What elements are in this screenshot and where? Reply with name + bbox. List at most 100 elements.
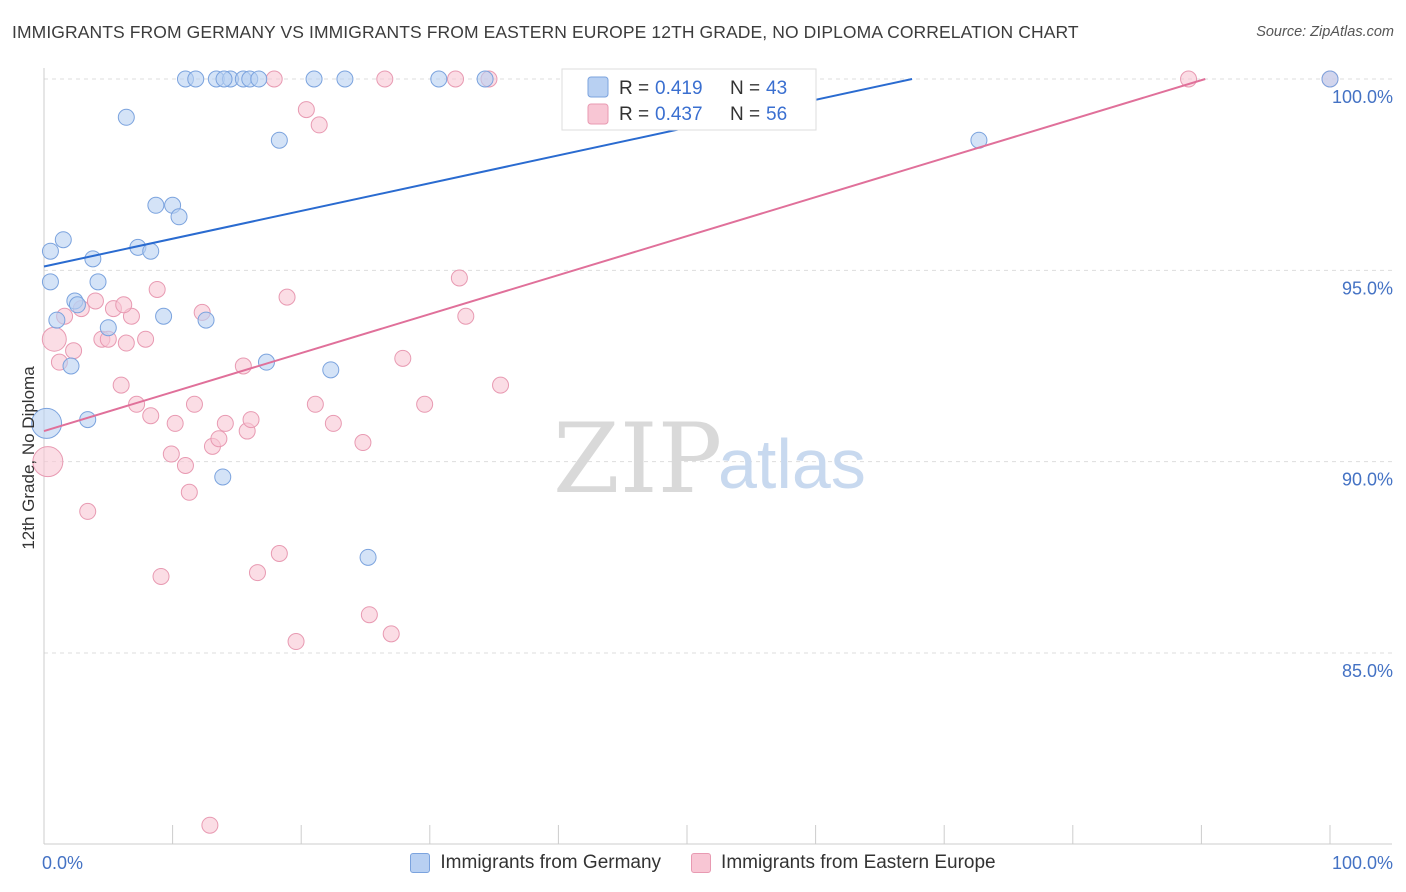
- watermark-zip: ZIP: [553, 403, 722, 515]
- eastern-europe-point-27: [216, 414, 234, 432]
- chart-title: IMMIGRANTS FROM GERMANY VS IMMIGRANTS FR…: [12, 22, 1079, 42]
- germany-point-40: [1321, 70, 1339, 88]
- germany-point-33: [430, 70, 448, 88]
- eastern-europe-point-46: [447, 70, 465, 88]
- germany-point-9: [89, 273, 107, 291]
- eastern-europe-point-30: [242, 411, 260, 429]
- y-tick-label-1: 95.0%: [1342, 278, 1393, 298]
- eastern-europe-point-45: [416, 395, 434, 413]
- germany-point-32: [359, 548, 377, 566]
- legend-swatch-eastern-europe-bottom: [691, 853, 712, 873]
- watermark-atlas: atlas: [718, 425, 866, 503]
- trend-lines: [43, 78, 1206, 433]
- eastern-europe-point-20: [166, 414, 184, 432]
- germany-point-15: [155, 307, 173, 325]
- eastern-europe-point-48: [457, 307, 475, 325]
- y-tick-label-0: 100.0%: [1332, 87, 1393, 107]
- germany-point-11: [117, 108, 135, 126]
- germany-point-17: [170, 208, 188, 226]
- germany-point-10: [99, 319, 117, 337]
- y-axis-label: 12th Grade, No Diploma: [19, 366, 38, 550]
- eastern-europe-point-33: [270, 545, 288, 563]
- source-label: Source: ZipAtlas.com: [1256, 24, 1394, 40]
- eastern-europe-point-22: [180, 483, 198, 501]
- eastern-europe-point-6: [79, 502, 97, 520]
- germany-point-28: [270, 131, 288, 149]
- legend-n-value-germany: 43: [766, 78, 787, 99]
- eastern-europe-point-12: [117, 334, 135, 352]
- x-tick-label-1: 100.0%: [1332, 853, 1393, 873]
- eastern-europe-point-39: [324, 414, 342, 432]
- eastern-europe-point-54: [201, 816, 219, 834]
- germany-point-20: [197, 311, 215, 329]
- eastern-europe-point-50: [492, 376, 510, 394]
- legend-label-germany: Immigrants from Germany: [440, 852, 662, 873]
- germany-point-31: [336, 70, 354, 88]
- eastern-europe-point-15: [137, 330, 155, 348]
- eastern-europe-point-18: [152, 567, 170, 585]
- germany-point-42: [215, 70, 233, 88]
- eastern-europe-point-21: [176, 456, 194, 474]
- eastern-europe-point-41: [360, 606, 378, 624]
- eastern-europe-point-38: [310, 116, 328, 134]
- germany-point-5: [68, 296, 86, 314]
- eastern-europe-point-36: [297, 101, 315, 119]
- germany-point-3: [62, 357, 80, 375]
- tick-labels: 100.0% 95.0% 90.0% 85.0% 0.0% 100.0%: [42, 87, 1393, 873]
- legend-r-value-germany: 0.419: [655, 78, 703, 99]
- eastern-europe-point-43: [382, 625, 400, 643]
- eastern-europe-point-16: [142, 407, 160, 425]
- eastern-europe-point-0: [32, 446, 64, 478]
- germany-point-41: [41, 273, 59, 291]
- y-tick-label-2: 90.0%: [1342, 470, 1393, 490]
- eastern-europe-point-37: [306, 395, 324, 413]
- bottom-legend: Immigrants from Germany Immigrants from …: [0, 852, 1406, 874]
- germany-point-6: [31, 407, 63, 439]
- legend-r-label-eastern-europe: R =: [619, 104, 649, 125]
- germany-point-8: [84, 250, 102, 268]
- eastern-europe-point-32: [265, 70, 283, 88]
- eastern-europe-point-42: [376, 70, 394, 88]
- y-tick-label-3: 85.0%: [1342, 661, 1393, 681]
- eastern-europe-point-40: [354, 434, 372, 452]
- legend-r-value-eastern-europe: 0.437: [655, 104, 703, 125]
- germany-point-30: [322, 361, 340, 379]
- legend-n-value-eastern-europe: 56: [766, 104, 787, 125]
- legend-swatch-germany: [587, 76, 609, 98]
- eastern-europe-point-14: [128, 395, 146, 413]
- legend-r-label-germany: R =: [619, 78, 649, 99]
- eastern-europe-point-44: [394, 349, 412, 367]
- trend-line-eastern-europe: [43, 78, 1206, 433]
- germany-point-0: [41, 242, 59, 260]
- eastern-europe-point-35: [287, 633, 305, 651]
- legend-item-germany[interactable]: Immigrants from Germany: [410, 852, 661, 874]
- germany-point-2: [54, 231, 72, 249]
- germany-point-19: [187, 70, 205, 88]
- legend-swatch-eastern-europe: [587, 103, 609, 125]
- germany-point-29: [305, 70, 323, 88]
- legend-box: R = 0.419 N = 43 R = 0.437 N = 56: [561, 68, 817, 131]
- legend-label-eastern-europe: Immigrants from Eastern Europe: [721, 852, 996, 873]
- eastern-europe-point-19: [162, 445, 180, 463]
- germany-point-1: [48, 311, 66, 329]
- legend-swatch-germany-bottom: [410, 853, 431, 873]
- eastern-europe-point-23: [185, 395, 203, 413]
- germany-point-22: [214, 468, 232, 486]
- legend-item-eastern-europe[interactable]: Immigrants from Eastern Europe: [691, 852, 996, 874]
- eastern-europe-point-11: [112, 376, 130, 394]
- x-tick-label-0: 0.0%: [42, 853, 83, 873]
- eastern-europe-point-31: [248, 564, 266, 582]
- eastern-europe-point-55: [115, 296, 133, 314]
- germany-point-34: [476, 70, 494, 88]
- eastern-europe-point-26: [210, 430, 228, 448]
- germany-point-14: [147, 196, 165, 214]
- legend-n-label-germany: N =: [730, 78, 760, 99]
- eastern-europe-point-34: [278, 288, 296, 306]
- eastern-europe-point-47: [450, 269, 468, 287]
- eastern-europe-point-1: [41, 326, 67, 352]
- watermark: ZIP atlas: [553, 403, 866, 515]
- eastern-europe-point-17: [148, 280, 166, 298]
- eastern-europe-point-4: [65, 342, 83, 360]
- legend-n-label-eastern-europe: N =: [730, 104, 760, 125]
